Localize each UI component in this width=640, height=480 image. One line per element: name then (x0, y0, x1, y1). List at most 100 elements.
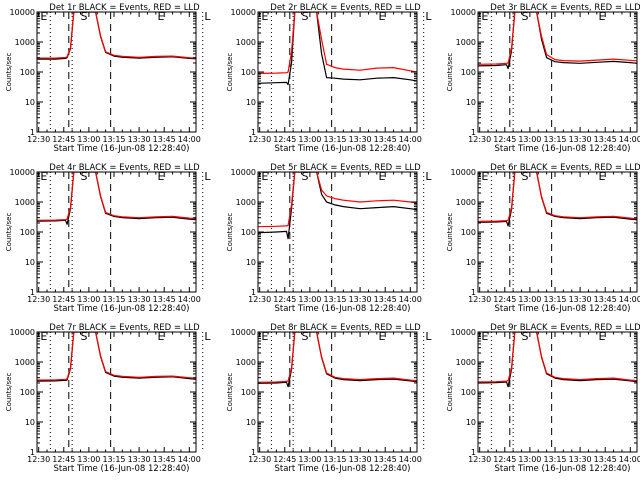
x-tick-label: 13:15 (323, 295, 346, 304)
panel-title: Det 6r BLACK = Events, RED = LLD (490, 163, 640, 173)
x-tick-label: 13:30 (349, 455, 372, 464)
y-axis-label: Counts/sec (5, 53, 13, 92)
x-tick-label: 12:45 (52, 135, 75, 144)
x-axis-label: Start Time (16-Jun-08 12:28:40) (495, 464, 631, 474)
y-tick-label: 1000 (456, 198, 476, 207)
x-tick-label: 13:45 (374, 135, 397, 144)
events-series-line (258, 172, 417, 240)
x-tick-label: 12:45 (493, 295, 516, 304)
x-tick-label: 14:00 (399, 135, 422, 144)
y-tick-label: 1000 (456, 38, 476, 47)
panel-det-4: 1 10 100 1000 10000 12:30 12:45 13:00 13:15 13:30… (5, 163, 211, 314)
y-tick-label: 10 (25, 98, 35, 107)
y-tick-label: 1000 (456, 358, 476, 367)
x-tick-label: 14:00 (399, 295, 422, 304)
lld-series-line (37, 12, 196, 59)
x-tick-label: 13:00 (77, 135, 100, 144)
x-tick-label: 13:15 (323, 135, 346, 144)
x-tick-label: 12:30 (468, 455, 491, 464)
y-tick-label: 10000 (10, 8, 35, 17)
x-tick-label: 13:45 (374, 295, 397, 304)
x-tick-label: 13:15 (543, 455, 566, 464)
x-tick-label: 13:00 (518, 455, 541, 464)
panel-title: Det 3r BLACK = Events, RED = LLD (490, 3, 640, 13)
y-tick-label: 10 (25, 418, 35, 427)
x-tick-label: 13:30 (349, 295, 372, 304)
x-axis-label: Start Time (16-Jun-08 12:28:40) (54, 304, 190, 314)
y-tick-label: 10 (246, 98, 256, 107)
lld-series-line (258, 12, 417, 74)
phase-marker: E (599, 330, 606, 343)
y-tick-label: 1 (471, 128, 476, 137)
y-axis-label: Counts/sec (5, 213, 13, 252)
events-series-line (37, 12, 196, 60)
y-tick-label: 10 (466, 98, 476, 107)
y-tick-label: 10 (246, 258, 256, 267)
y-tick-label: 1000 (15, 198, 35, 207)
events-series-line (478, 12, 637, 70)
series-group (37, 12, 196, 60)
lld-series-line (478, 12, 637, 65)
series-group (258, 12, 417, 86)
x-tick-label: 12:45 (52, 455, 75, 464)
panel-det-6: 1 10 100 1000 10000 12:30 12:45 13:00 13:15 13:30… (446, 163, 640, 314)
phase-marker: E (481, 170, 488, 183)
plot-frame (477, 331, 638, 453)
panel-det-7: 1 10 100 1000 10000 12:30 12:45 13:00 13:15 13:30… (5, 323, 211, 474)
y-tick-label: 10 (246, 418, 256, 427)
x-tick-label: 13:45 (594, 455, 617, 464)
x-tick-label: 13:30 (569, 135, 592, 144)
x-tick-label: 13:00 (77, 295, 100, 304)
panel-title: Det 2r BLACK = Events, RED = LLD (270, 3, 421, 13)
panel-det-1: 1 10 100 1000 10000 12:30 12:45 13:00 13:15 13:30… (5, 3, 211, 154)
x-tick-label: 13:30 (128, 295, 151, 304)
phase-marker: E (40, 10, 47, 23)
x-tick-label: 13:00 (518, 295, 541, 304)
y-tick-label: 100 (241, 388, 256, 397)
x-tick-label: 13:15 (102, 455, 125, 464)
y-tick-label: 10 (466, 418, 476, 427)
y-tick-label: 1 (30, 128, 35, 137)
y-tick-label: 100 (241, 228, 256, 237)
phase-marker: E (481, 10, 488, 23)
x-tick-label: 12:45 (52, 295, 75, 304)
x-axis-label: Start Time (16-Jun-08 12:28:40) (275, 304, 411, 314)
lld-series-line (258, 172, 417, 228)
events-series-line (37, 332, 196, 382)
y-tick-label: 1000 (15, 38, 35, 47)
y-tick-label: 100 (20, 388, 35, 397)
x-tick-label: 12:30 (468, 135, 491, 144)
y-axis-label: Counts/sec (226, 53, 234, 92)
y-tick-label: 1000 (15, 358, 35, 367)
panel-title: Det 4r BLACK = Events, RED = LLD (49, 163, 200, 173)
panel-det-3: 1 10 100 1000 10000 12:30 12:45 13:00 13:15 13:30… (446, 3, 640, 154)
panel-title: Det 7r BLACK = Events, RED = LLD (49, 323, 200, 333)
panel-det-8: 1 10 100 1000 10000 12:30 12:45 13:00 13:15 13:30… (226, 323, 432, 474)
x-tick-label: 14:00 (178, 455, 201, 464)
y-tick-label: 10000 (10, 328, 35, 337)
phase-marker: E (158, 10, 165, 23)
plot-frame (36, 171, 197, 293)
x-axis-label: Start Time (16-Jun-08 12:28:40) (275, 464, 411, 474)
y-tick-label: 10000 (10, 168, 35, 177)
y-tick-label: 10 (25, 258, 35, 267)
panel-title: Det 1r BLACK = Events, RED = LLD (49, 3, 200, 13)
lld-series-line (478, 332, 637, 383)
phase-marker: L (204, 330, 211, 343)
x-tick-label: 12:30 (27, 135, 50, 144)
phase-marker: E (158, 170, 165, 183)
y-tick-label: 1 (30, 288, 35, 297)
y-tick-label: 10000 (451, 328, 476, 337)
y-tick-label: 1000 (236, 38, 256, 47)
phase-marker: S (302, 330, 309, 343)
x-tick-label: 13:15 (102, 295, 125, 304)
panel-title: Det 5r BLACK = Events, RED = LLD (270, 163, 421, 173)
y-tick-label: 1 (30, 448, 35, 457)
phase-marker: L (204, 170, 211, 183)
x-tick-label: 13:00 (298, 455, 321, 464)
phase-marker: E (40, 330, 47, 343)
phase-marker: S (522, 170, 529, 183)
phase-marker: E (481, 330, 488, 343)
y-tick-label: 100 (461, 68, 476, 77)
